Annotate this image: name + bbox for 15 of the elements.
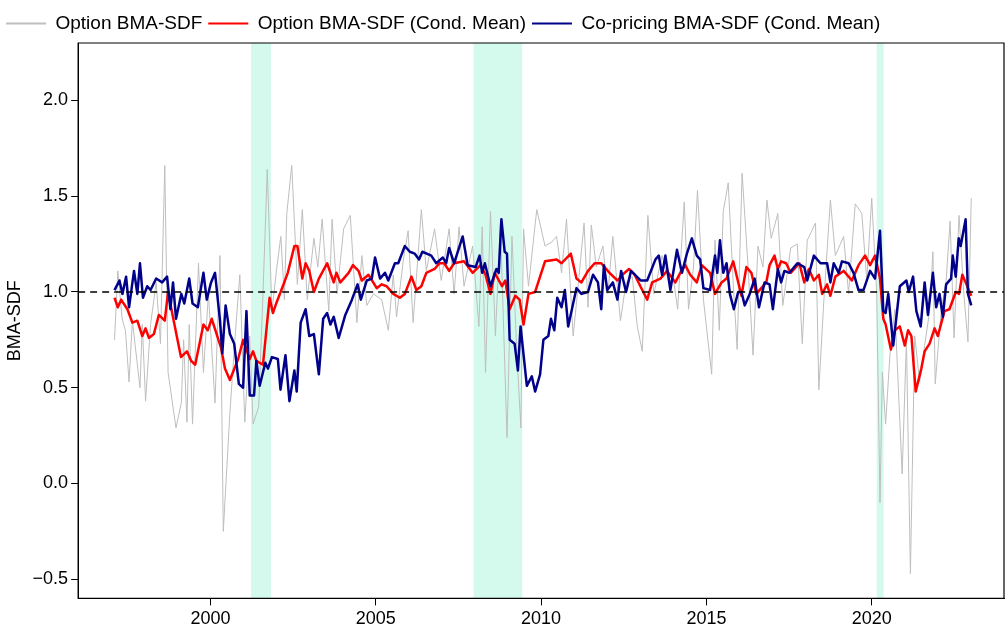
y-tick-label: 2.0 <box>43 89 69 110</box>
x-tick-label: 2005 <box>355 608 396 629</box>
y-tick-label: 1.5 <box>43 185 69 206</box>
y-tick-label: −0.5 <box>32 568 69 589</box>
x-tick-label: 2015 <box>686 608 727 629</box>
legend-label: Option BMA-SDF (Cond. Mean) <box>257 11 526 33</box>
y-tick-label: 1.0 <box>43 280 69 301</box>
y-tick-label: 0.0 <box>43 472 69 493</box>
x-tick-label: 2010 <box>521 608 562 629</box>
x-tick-label: 2000 <box>190 608 231 629</box>
x-tick-label: 2020 <box>851 608 892 629</box>
legend-label: Co-pricing BMA-SDF (Cond. Mean) <box>581 11 881 33</box>
y-axis-title: BMA-SDF <box>3 280 24 362</box>
legend-label: Option BMA-SDF <box>55 11 203 33</box>
y-tick-label: 0.5 <box>43 376 69 397</box>
